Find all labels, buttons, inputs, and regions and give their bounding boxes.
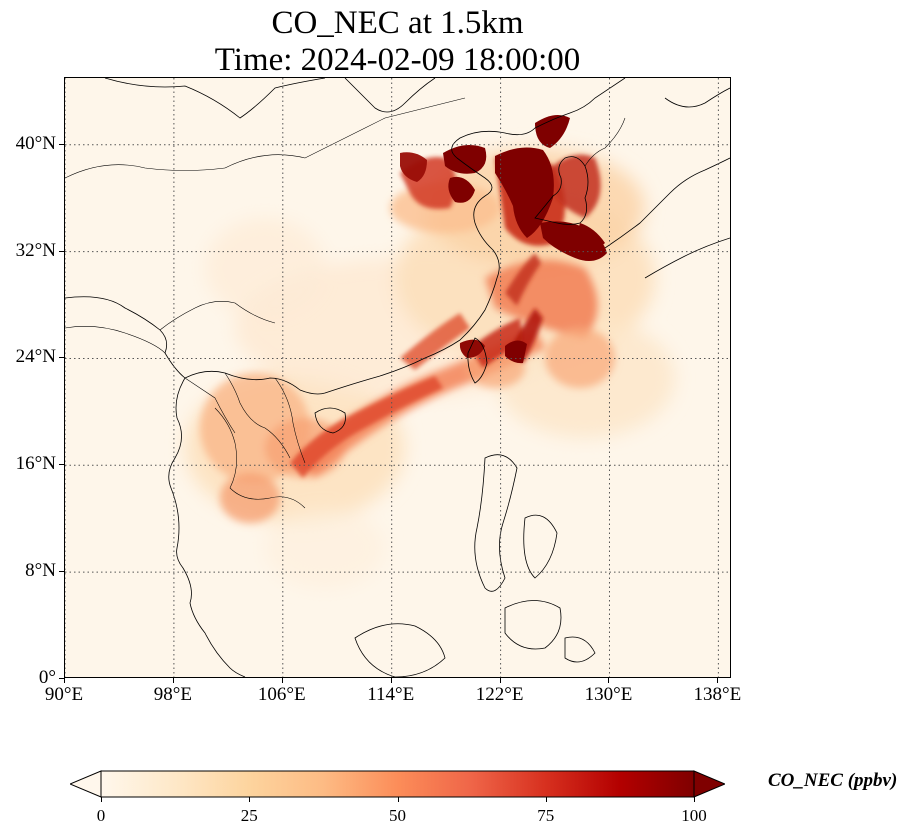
- colorbar-tick-mark: [545, 797, 547, 802]
- lon-tick-mark: [281, 678, 283, 683]
- lon-tick-label: 90°E: [44, 684, 84, 705]
- lon-tick-mark: [172, 678, 174, 683]
- coastlines: [65, 78, 730, 677]
- lat-tick-mark: [59, 143, 64, 145]
- colorbar-label: CO_NEC (ppbv): [768, 770, 898, 791]
- graticule: [65, 78, 730, 677]
- colorbar-tick-mark: [397, 797, 399, 802]
- colorbar-extend-min: [70, 770, 102, 798]
- lat-tick-label: 8°N: [25, 560, 56, 582]
- colorbar-tick-label: 75: [537, 806, 555, 825]
- colorbar-tick-mark: [694, 797, 695, 802]
- lon-tick-mark: [64, 678, 65, 683]
- lat-tick-label: 40°N: [15, 132, 56, 154]
- lon-tick-label: 130°E: [584, 684, 633, 705]
- country-borders: [65, 97, 626, 509]
- lon-tick-mark: [608, 678, 610, 683]
- map-panel[interactable]: [64, 77, 731, 678]
- lon-tick-mark: [717, 678, 719, 683]
- lon-tick-mark: [390, 678, 392, 683]
- lat-tick-label: 16°N: [15, 453, 56, 475]
- lon-tick-label: 122°E: [475, 684, 524, 705]
- lat-tick-label: 0°: [38, 667, 56, 688]
- colorbar-tick-mark: [101, 797, 102, 802]
- co-field-peak: [400, 114, 607, 364]
- lon-tick-label: 114°E: [367, 684, 415, 705]
- colorbar-tick-label: 50: [389, 806, 406, 825]
- lat-tick-mark: [59, 250, 64, 252]
- colorbar-tick-label: 25: [240, 806, 258, 825]
- colorbar-extend-max: [693, 770, 725, 798]
- lon-tick-label: 98°E: [153, 684, 192, 705]
- lon-tick-mark: [499, 678, 501, 683]
- colorbar-tick-label: 100: [681, 806, 707, 825]
- lat-tick-mark: [59, 357, 64, 359]
- colorbar-tick-label: 0: [96, 806, 106, 825]
- colorbar: [70, 770, 725, 798]
- colorbar-gradient: [100, 770, 695, 798]
- lon-tick-label: 106°E: [257, 684, 306, 705]
- colorbar-tick-mark: [249, 797, 251, 802]
- lat-tick-label: 24°N: [15, 346, 56, 368]
- map-subtitle: Time: 2024-02-09 18:00:00: [214, 42, 581, 78]
- lat-tick-mark: [59, 678, 64, 679]
- lon-tick-label: 138°E: [693, 684, 742, 705]
- lat-tick-label: 32°N: [15, 239, 56, 261]
- map-canvas: [65, 78, 730, 677]
- lat-tick-mark: [59, 571, 64, 573]
- lat-tick-mark: [59, 464, 64, 466]
- map-title: CO_NEC at 1.5km: [271, 5, 524, 41]
